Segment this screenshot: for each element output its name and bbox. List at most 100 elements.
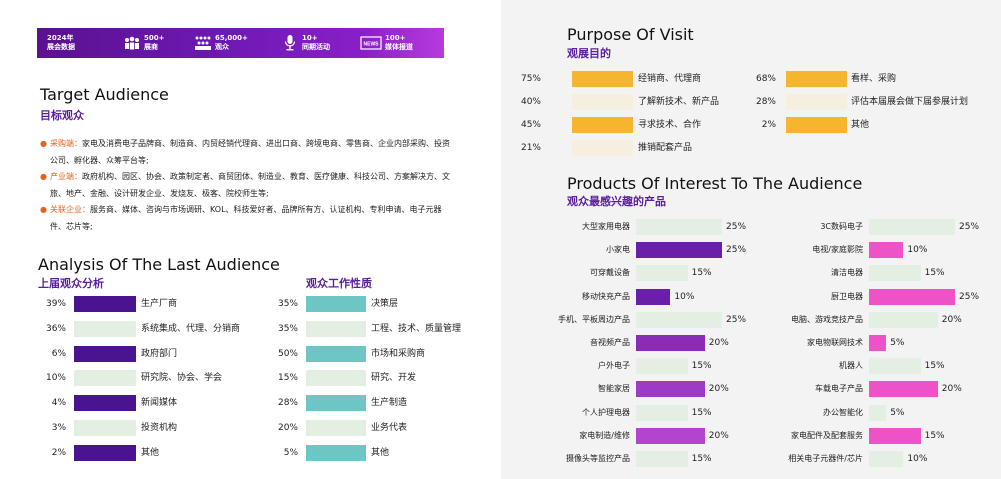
bar: [306, 345, 366, 362]
category-label: 研究院、协会、学会: [141, 373, 223, 384]
target-title-cn: 目标观众: [40, 109, 84, 122]
category-label: 其他: [141, 447, 160, 458]
microphone-icon: [284, 35, 296, 51]
category-label: 音视频产品: [590, 338, 630, 347]
bar: [572, 71, 633, 87]
banner-visitors-label: 观众: [215, 43, 229, 51]
category-label: 寻求技术、合作: [638, 120, 702, 130]
bar: [786, 94, 847, 110]
banner-visitors: 65,000+ 观众: [194, 31, 248, 55]
bar: [74, 345, 136, 362]
bullet-industry: ● 产业端：政府机构、园区、协会、政策制定者、商贸团体、制造业、教育、医疗健康、…: [40, 172, 450, 198]
bar: [572, 140, 633, 156]
bar: [869, 288, 955, 305]
value-label: 25%: [726, 314, 747, 325]
value-label: 25%: [726, 245, 747, 256]
left-page: 2024年 展会数据 500+ 展商 65,000+ 观众 10+ 同期活动: [0, 0, 500, 479]
bar: [869, 265, 921, 282]
category-label: 可穿戴设备: [590, 268, 630, 278]
right-page: Purpose Of Visit 观展目的 75% 经销商、代理商 40% 了解新技术…: [501, 0, 1001, 479]
value-label: 20%: [941, 384, 962, 395]
value-label: 15%: [691, 407, 712, 418]
bar: [869, 219, 955, 235]
value-label: 20%: [708, 384, 729, 395]
visit-title-en: Purpose Of Visit: [567, 25, 694, 44]
bar: [869, 358, 921, 375]
category-label: 经销商、代理商: [638, 74, 702, 84]
banner-events-value: 10+: [302, 34, 318, 42]
banner-exhibitors-label: 展商: [144, 43, 158, 51]
category-label: 市场和采购商: [371, 348, 426, 359]
bar: [869, 404, 887, 421]
banner-events: 10+ 同期活动: [281, 31, 330, 55]
category-label: 电视/家庭影院: [812, 245, 863, 255]
value-label: 45%: [520, 120, 541, 130]
category-label: 看样、采购: [851, 74, 897, 84]
category-label: 大型家用电器: [582, 222, 630, 231]
value-label: 28%: [755, 97, 776, 107]
bar: [869, 427, 921, 444]
value-label: 20%: [708, 430, 729, 441]
value-label: 15%: [924, 430, 945, 441]
value-label: 25%: [726, 222, 747, 232]
category-label: 办公智能化: [823, 407, 863, 417]
bar: [74, 420, 136, 436]
category-label: 家电物联网技术: [807, 338, 863, 347]
value-label: 40%: [520, 97, 541, 107]
category-label: 了解新技术、新产品: [638, 97, 720, 107]
bar: [636, 335, 705, 351]
value-label: 35%: [277, 323, 298, 334]
bar: [636, 427, 705, 444]
category-label: 投资机构: [141, 423, 178, 433]
value-label: 15%: [924, 361, 945, 372]
banner-exhibitors: 500+ 展商: [123, 31, 164, 55]
category-label: 清洁电器: [831, 268, 863, 278]
banner-media: NEWS 100+ 媒体报道: [360, 31, 413, 55]
target-bullets: ● 采购端：家电及消费电子品牌商、制造商、内贸经销代理商、进出口商、跨境电商、零…: [40, 136, 450, 236]
bar: [869, 335, 887, 351]
banner-year: 2024年 展会数据: [47, 31, 75, 55]
bar: [74, 444, 136, 461]
category-label: 相关电子元器件/芯片: [788, 454, 863, 463]
category-label: 新闻媒体: [141, 398, 178, 409]
category-label: 家电配件及配套服务: [791, 430, 863, 440]
bar: [74, 320, 136, 337]
nature-title: 观众工作性质: [306, 277, 372, 290]
value-label: 10%: [45, 373, 66, 384]
value-label: 5%: [890, 338, 905, 348]
svg-text:NEWS: NEWS: [364, 42, 380, 48]
target-title-en: Target Audience: [40, 85, 169, 104]
bar: [636, 311, 722, 328]
bar: [636, 219, 722, 235]
category-label: 家电制造/维修: [579, 430, 630, 440]
value-label: 68%: [755, 74, 776, 84]
category-label: 系统集成、代理、分销商: [141, 323, 241, 334]
value-label: 35%: [277, 299, 298, 309]
value-label: 39%: [45, 299, 66, 309]
value-label: 50%: [277, 348, 298, 359]
category-label: 工程、技术、质量管理: [371, 323, 462, 334]
products-title-cn: 观众最感兴趣的产品: [567, 195, 666, 208]
analysis-title-cn: 上届观众分析: [38, 277, 104, 290]
bar: [636, 404, 688, 421]
crowd-icon: [195, 36, 211, 50]
category-label: 手机、平板周边产品: [558, 314, 630, 324]
bar: [636, 381, 705, 398]
category-label: 机器人: [839, 361, 863, 371]
bar: [786, 117, 847, 133]
value-label: 28%: [277, 398, 298, 409]
value-label: 15%: [691, 268, 712, 279]
bullet-key: 产业端：: [50, 172, 82, 182]
people-group-icon: [125, 36, 139, 50]
category-label: 车载电子产品: [815, 384, 863, 394]
category-label: 决策层: [371, 299, 399, 309]
value-label: 25%: [959, 291, 980, 302]
value-label: 36%: [45, 323, 66, 334]
bar: [306, 395, 366, 412]
category-label: 个人护理电器: [582, 407, 630, 417]
news-icon: NEWS: [360, 36, 382, 50]
bar: [636, 242, 722, 259]
bar: [74, 370, 136, 387]
bar: [869, 451, 904, 467]
category-label: 小家电: [606, 245, 630, 255]
